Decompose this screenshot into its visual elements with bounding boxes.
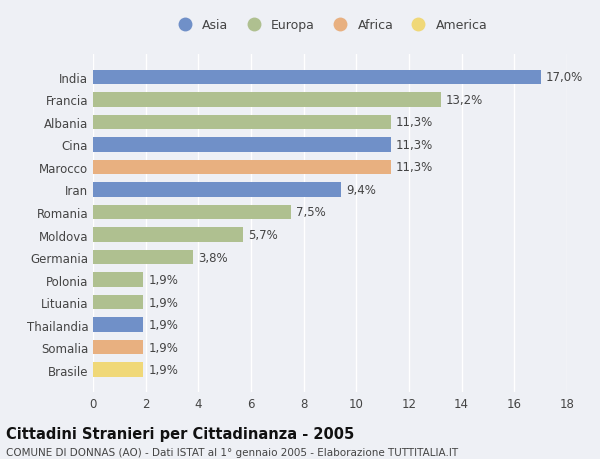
Text: 11,3%: 11,3% — [396, 116, 433, 129]
Text: 9,4%: 9,4% — [346, 184, 376, 196]
Text: 1,9%: 1,9% — [148, 341, 178, 354]
Bar — [93, 318, 143, 332]
Bar — [93, 93, 440, 107]
Bar — [93, 70, 541, 85]
Text: 13,2%: 13,2% — [446, 94, 483, 106]
Text: 3,8%: 3,8% — [199, 251, 228, 264]
Bar — [93, 183, 341, 197]
Bar — [93, 138, 391, 152]
Legend: Asia, Europa, Africa, America: Asia, Europa, Africa, America — [167, 14, 493, 37]
Bar — [93, 340, 143, 355]
Text: 1,9%: 1,9% — [148, 274, 178, 286]
Bar — [93, 363, 143, 377]
Bar — [93, 250, 193, 265]
Text: 11,3%: 11,3% — [396, 139, 433, 151]
Bar — [93, 115, 391, 130]
Text: 5,7%: 5,7% — [248, 229, 278, 241]
Bar — [93, 228, 243, 242]
Bar — [93, 160, 391, 175]
Bar — [93, 295, 143, 310]
Text: 7,5%: 7,5% — [296, 206, 326, 219]
Text: COMUNE DI DONNAS (AO) - Dati ISTAT al 1° gennaio 2005 - Elaborazione TUTTITALIA.: COMUNE DI DONNAS (AO) - Dati ISTAT al 1°… — [6, 448, 458, 457]
Text: 1,9%: 1,9% — [148, 364, 178, 376]
Bar — [93, 205, 290, 220]
Bar — [93, 273, 143, 287]
Text: 1,9%: 1,9% — [148, 319, 178, 331]
Text: 17,0%: 17,0% — [546, 71, 583, 84]
Text: Cittadini Stranieri per Cittadinanza - 2005: Cittadini Stranieri per Cittadinanza - 2… — [6, 426, 354, 442]
Text: 11,3%: 11,3% — [396, 161, 433, 174]
Text: 1,9%: 1,9% — [148, 296, 178, 309]
